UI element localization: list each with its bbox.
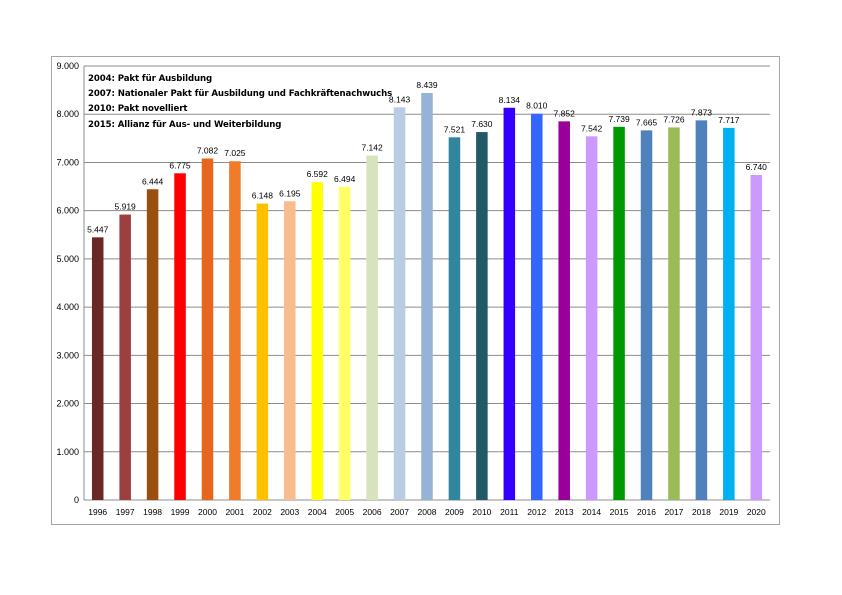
bar-2017: [668, 127, 680, 500]
data-label-2000: 7.082: [197, 145, 219, 155]
data-label-2007: 8.143: [389, 94, 411, 104]
bar-2010: [476, 132, 488, 500]
data-label-2014: 7.542: [581, 123, 603, 133]
annotation-2010: 2010: Pakt novelliert: [88, 104, 188, 115]
data-label-2016: 7.665: [636, 117, 658, 127]
x-tick-label: 2005: [335, 507, 354, 517]
bar-2020: [750, 174, 763, 500]
bar-2003: [284, 201, 296, 500]
y-tick-label: 0: [74, 495, 79, 505]
annotation-2004: 2004: Pakt für Ausbildung: [88, 74, 213, 84]
annotation-2015: 2015: Allianz für Aus- und Weiterbildung: [88, 119, 282, 130]
data-label-2017: 7.726: [663, 114, 685, 124]
data-label-2004: 6.592: [307, 169, 329, 179]
bar-2015: [613, 126, 625, 500]
data-label-2006: 7.142: [361, 143, 383, 153]
x-tick-label: 2002: [253, 507, 272, 517]
data-label-2005: 6.494: [334, 174, 356, 184]
y-tick-label: 5.000: [56, 254, 79, 264]
data-label-1998: 6.444: [142, 176, 164, 186]
annotation-2007: 2007: Nationaler Pakt für Ausbildung und…: [88, 89, 393, 100]
bar-1999: [174, 173, 186, 500]
bar-1996: [91, 237, 104, 500]
bar-chart: 0 1.000 2.000 3.000 4.000 5.000 6.000 7.000 8.00…: [56, 61, 770, 517]
bar-2009: [448, 137, 461, 500]
x-tick-label: 2001: [225, 507, 244, 517]
bar-2006: [366, 155, 378, 500]
data-label-2008: 8.439: [416, 80, 438, 90]
bar-2016: [640, 130, 653, 501]
x-tick-label: 2018: [692, 507, 711, 517]
bar-2004: [311, 182, 324, 500]
data-label-2001: 7.025: [224, 148, 246, 158]
x-tick-label: 2017: [664, 507, 683, 517]
data-label-1999: 6.775: [169, 160, 191, 170]
x-tick-label: 2004: [308, 507, 327, 517]
data-label-2018: 7.873: [691, 107, 713, 117]
data-label-2012: 8.010: [526, 101, 548, 111]
x-tick-label: 2013: [555, 507, 574, 517]
data-label-1996: 5.447: [87, 224, 109, 234]
x-tick-label: 2000: [198, 507, 217, 517]
bar-2001: [229, 161, 241, 500]
bar-2012: [530, 113, 543, 501]
y-tick-label: 8.000: [56, 109, 79, 119]
x-tick-label: 2019: [719, 507, 738, 517]
y-tick-label: 3.000: [56, 350, 79, 360]
data-label-2013: 7.852: [554, 108, 576, 118]
bar-2007: [393, 107, 406, 500]
bar-2013: [558, 121, 570, 501]
data-label-2011: 8.134: [499, 95, 521, 105]
bar-1997: [119, 214, 131, 500]
x-tick-label: 2010: [472, 507, 491, 517]
chart-frame: 0 1.000 2.000 3.000 4.000 5.000 6.000 7.000 8.00…: [51, 56, 780, 525]
x-tick-label: 2006: [363, 507, 382, 517]
x-tick-label: 2008: [418, 507, 437, 517]
x-tick-label: 2009: [445, 507, 464, 517]
bar-2011: [503, 107, 516, 501]
data-label-2002: 6.148: [252, 191, 274, 201]
x-tick-label: 1999: [171, 507, 190, 517]
x-tick-label: 2016: [637, 507, 656, 517]
y-tick-label: 6.000: [56, 206, 79, 216]
data-label-1997: 5.919: [115, 202, 137, 212]
x-tick-label: 1998: [143, 507, 162, 517]
data-label-2009: 7.521: [444, 124, 466, 134]
data-label-2015: 7.739: [608, 114, 630, 124]
annotation-box: 2004: Pakt für Ausbildung 2007: National…: [88, 72, 392, 133]
y-tick-label: 1.000: [56, 447, 79, 457]
bar-2008: [421, 93, 433, 500]
bar-2005: [338, 186, 351, 500]
x-tick-label: 2014: [582, 507, 601, 517]
data-label-2010: 7.630: [471, 119, 493, 129]
bar-1998: [146, 189, 159, 501]
data-label-2003: 6.195: [279, 188, 301, 198]
x-tick-label: 2020: [747, 507, 766, 517]
y-tick-label: 2.000: [56, 399, 79, 409]
x-tick-label: 2003: [280, 507, 299, 517]
bar-2014: [585, 136, 598, 501]
y-tick-label: 9.000: [56, 61, 79, 71]
x-tick-label: 2011: [500, 507, 519, 517]
y-tick-label: 4.000: [56, 302, 79, 312]
x-tick-label: 2015: [610, 507, 629, 517]
bar-2000: [201, 158, 214, 500]
data-label-2019: 7.717: [718, 115, 740, 125]
x-tick-label: 1997: [116, 507, 135, 517]
x-tick-label: 2007: [390, 507, 409, 517]
x-tick-label: 1996: [88, 507, 107, 517]
data-label-2020: 6.740: [746, 162, 768, 172]
bar-2002: [256, 203, 269, 500]
x-tick-label: 2012: [527, 507, 546, 517]
y-tick-label: 7.000: [56, 157, 79, 167]
bar-2019: [723, 127, 735, 500]
bar-2018: [695, 120, 708, 501]
